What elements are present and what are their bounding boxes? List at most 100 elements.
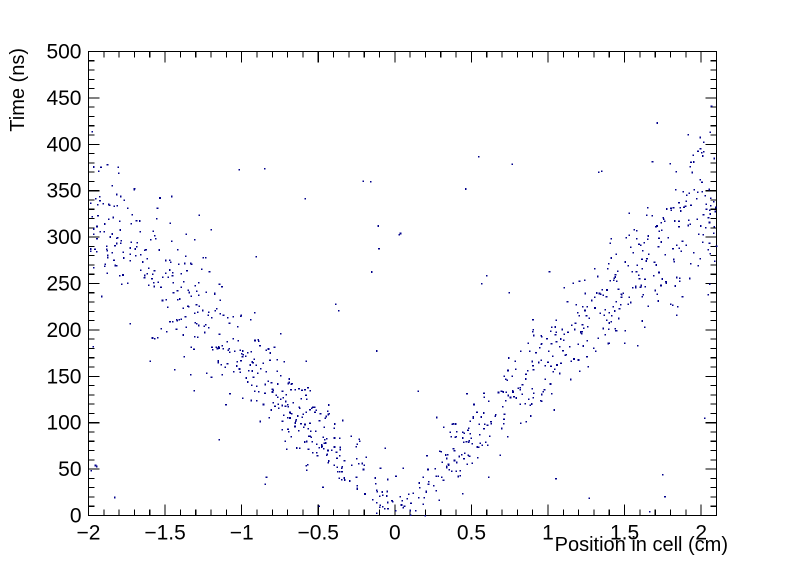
data-point xyxy=(643,326,646,328)
data-point xyxy=(325,415,327,418)
data-point xyxy=(435,416,438,419)
data-point xyxy=(477,446,480,449)
data-point xyxy=(362,180,364,182)
data-point xyxy=(613,279,615,282)
data-point xyxy=(298,387,300,390)
data-point xyxy=(632,287,634,289)
data-point xyxy=(142,261,144,263)
data-point xyxy=(322,436,324,439)
data-point xyxy=(304,388,306,391)
data-point xyxy=(641,295,644,298)
data-point xyxy=(699,136,701,139)
data-point xyxy=(558,346,561,348)
data-point xyxy=(290,383,292,386)
data-point xyxy=(95,198,97,200)
data-point xyxy=(519,387,521,389)
data-point xyxy=(289,412,291,414)
data-point xyxy=(563,339,565,341)
data-point xyxy=(578,315,581,317)
data-point xyxy=(96,238,98,240)
data-point xyxy=(134,254,137,257)
data-point xyxy=(641,267,643,270)
data-point xyxy=(126,207,129,209)
data-point xyxy=(655,264,657,266)
data-point xyxy=(438,450,441,452)
data-point xyxy=(476,411,478,413)
data-point xyxy=(106,249,108,252)
y-axis-ticks xyxy=(88,50,717,517)
data-point xyxy=(185,326,187,329)
data-point xyxy=(672,304,674,306)
data-point xyxy=(203,325,205,327)
data-point xyxy=(635,270,638,273)
data-point xyxy=(444,454,447,456)
data-point xyxy=(210,376,213,379)
data-point xyxy=(383,508,386,510)
data-point xyxy=(146,273,149,275)
data-point xyxy=(447,463,450,465)
data-point xyxy=(184,255,187,258)
data-point xyxy=(241,397,244,400)
data-point xyxy=(566,301,569,303)
data-point xyxy=(323,447,325,450)
data-point xyxy=(356,488,359,491)
data-point xyxy=(381,494,384,496)
data-point xyxy=(528,398,530,400)
y-axis-title: Time (ns) xyxy=(7,48,29,132)
data-point xyxy=(96,225,98,228)
data-point xyxy=(651,161,654,163)
data-point xyxy=(123,257,125,259)
data-point xyxy=(178,319,181,321)
data-point xyxy=(356,485,358,487)
data-point xyxy=(684,205,687,207)
data-point xyxy=(264,168,266,170)
data-point xyxy=(129,259,132,262)
x-axis-tick-labels: −2 −1.5 −1 −0.5 0 0.5 1 1.5 2 xyxy=(77,522,708,545)
data-point xyxy=(539,346,541,349)
data-point xyxy=(200,268,203,270)
data-point xyxy=(487,444,489,447)
data-point xyxy=(143,249,146,251)
data-point xyxy=(198,214,200,217)
data-point xyxy=(602,294,605,297)
data-point xyxy=(610,320,613,323)
data-point xyxy=(270,382,273,384)
data-point xyxy=(262,403,265,406)
data-point xyxy=(483,423,486,425)
data-point xyxy=(588,497,591,500)
data-point xyxy=(710,197,712,199)
x-tick-label: 1.5 xyxy=(610,522,639,545)
data-point xyxy=(335,451,338,453)
data-point xyxy=(283,414,285,417)
data-point xyxy=(701,191,704,193)
data-point xyxy=(615,329,618,332)
data-point xyxy=(386,478,389,481)
data-point xyxy=(708,242,711,245)
x-tick-label: 0.5 xyxy=(457,522,486,545)
data-point xyxy=(471,462,473,464)
data-point xyxy=(697,191,699,193)
data-point xyxy=(193,335,196,338)
data-point xyxy=(689,223,691,226)
data-point xyxy=(560,362,562,365)
data-point xyxy=(314,430,317,433)
data-point xyxy=(616,270,619,273)
data-point xyxy=(164,259,167,262)
data-point xyxy=(603,314,605,316)
data-point xyxy=(541,342,543,345)
data-point xyxy=(94,248,96,251)
data-point xyxy=(553,368,556,370)
data-point xyxy=(693,188,696,191)
data-point xyxy=(154,238,157,240)
data-point xyxy=(327,404,330,406)
data-point xyxy=(356,443,358,446)
data-point xyxy=(325,442,327,444)
data-point xyxy=(497,391,500,394)
data-point xyxy=(586,305,588,308)
data-point xyxy=(625,236,628,239)
data-point xyxy=(280,398,282,401)
data-point xyxy=(713,200,715,203)
y-tick-label: 350 xyxy=(46,180,81,203)
data-point xyxy=(598,171,600,174)
data-point xyxy=(169,222,172,224)
